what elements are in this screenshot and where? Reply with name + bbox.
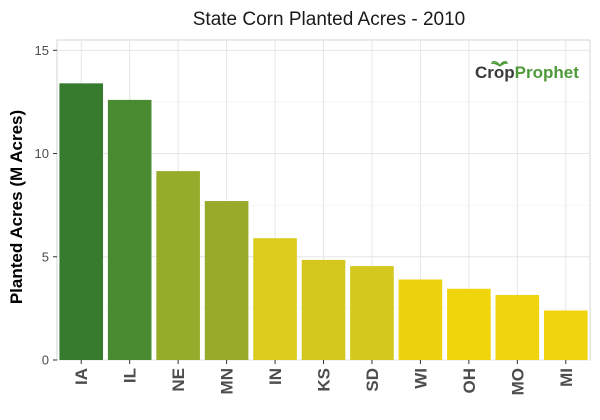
x-tick-label: KS <box>315 368 334 392</box>
x-tick-label: WI <box>411 368 430 389</box>
x-tick-label: MO <box>508 368 527 395</box>
svg-text:CropProphet: CropProphet <box>475 63 579 82</box>
bar-ks <box>301 259 346 360</box>
y-axis-label: Planted Acres (M Acres) <box>7 110 26 304</box>
bar-in <box>253 238 297 360</box>
chart-title: State Corn Planted Acres - 2010 <box>193 9 466 30</box>
sprout-icon <box>490 61 509 67</box>
x-tick-label: IN <box>266 368 285 385</box>
bar-il <box>107 99 152 360</box>
bar-oh <box>447 288 491 360</box>
x-tick-label: NE <box>169 368 188 392</box>
y-tick-label: 0 <box>42 353 49 368</box>
bar-mn <box>204 201 249 360</box>
x-tick-label: OH <box>460 368 479 394</box>
x-tick-label: MI <box>557 368 576 387</box>
bar-ne <box>156 171 200 360</box>
bar-mi <box>543 310 588 360</box>
y-tick-label: 15 <box>35 43 49 58</box>
bar-sd <box>350 266 394 360</box>
bar-mo <box>495 294 540 360</box>
y-tick-label: 10 <box>35 146 49 161</box>
x-tick-label: IL <box>121 368 140 383</box>
bar-ia <box>59 83 104 361</box>
x-tick-label: IA <box>72 368 91 385</box>
x-tick-label: SD <box>363 368 382 392</box>
bars <box>59 83 588 361</box>
logo-prophet-text: Prophet <box>515 63 580 82</box>
x-axis: IA IL NE MN IN KS SD WI OH MO MI <box>72 360 576 395</box>
cropprophet-logo: CropProphet <box>475 61 579 82</box>
bar-wi <box>398 279 443 360</box>
logo-crop-text: Crop <box>475 63 515 82</box>
x-tick-label: MN <box>218 368 237 394</box>
y-axis: 0 5 10 15 <box>35 43 57 368</box>
y-tick-label: 5 <box>42 249 49 264</box>
